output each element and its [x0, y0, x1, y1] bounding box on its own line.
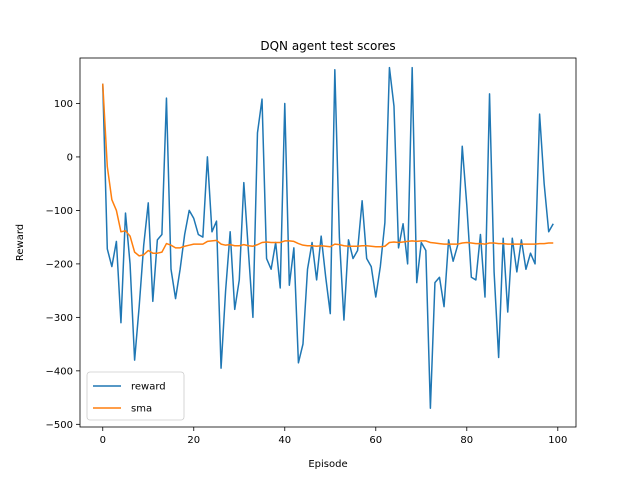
- x-tick-label: 100: [548, 435, 567, 446]
- x-axis-title: Episode: [308, 459, 347, 470]
- x-tick-label: 80: [460, 435, 473, 446]
- series-line-reward: [102, 66, 554, 410]
- axes-frame: [79, 57, 577, 428]
- y-tick-label: −200: [46, 259, 73, 270]
- y-tick-label: −500: [46, 420, 73, 431]
- y-tick-label: 100: [54, 99, 73, 110]
- chart-title: DQN agent test scores: [260, 39, 395, 53]
- x-axis: 0 20 40 60 80 100: [100, 427, 567, 446]
- y-tick-label: −400: [46, 366, 73, 377]
- y-axis: −500 −400 −300 −200 −100 0 100: [46, 99, 80, 431]
- y-axis-title: Reward: [15, 224, 26, 261]
- legend-label-reward: reward: [131, 382, 166, 393]
- x-tick-label: 60: [369, 435, 382, 446]
- legend: reward sma: [86, 371, 185, 421]
- x-tick-label: 0: [100, 435, 106, 446]
- legend-label-sma: sma: [131, 404, 152, 415]
- x-tick-label: 20: [187, 435, 200, 446]
- y-tick-label: −100: [46, 206, 73, 217]
- y-tick-label: 0: [67, 152, 73, 163]
- x-tick-label: 40: [278, 435, 291, 446]
- plot-area: [102, 66, 554, 410]
- series-line-sma: [102, 83, 554, 257]
- y-tick-label: −300: [46, 313, 73, 324]
